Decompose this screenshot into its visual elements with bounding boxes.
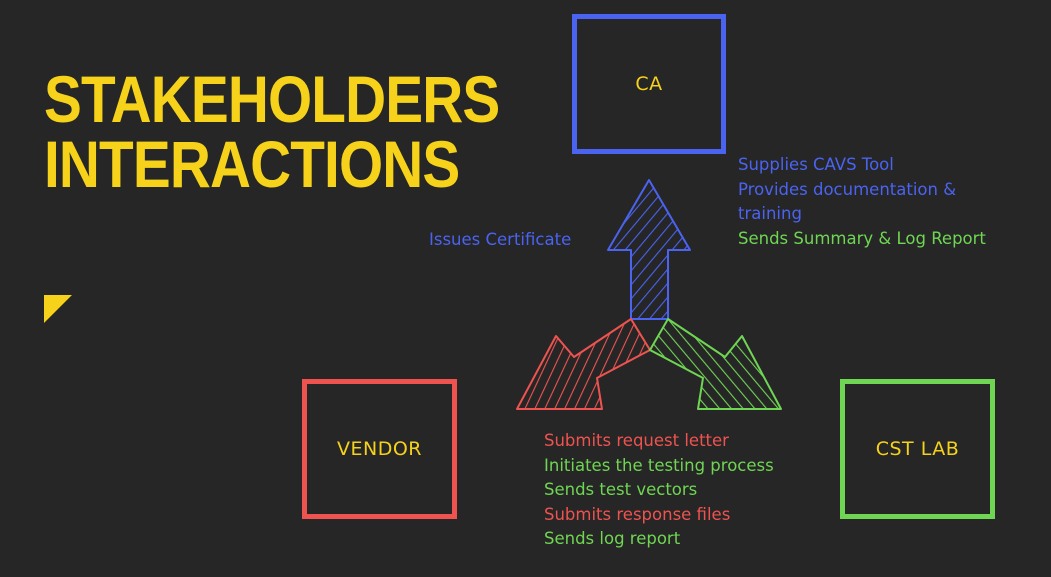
ca-note-line: Supplies CAVS Tool [738,155,894,174]
issues-certificate-note: Issues Certificate [429,230,572,249]
ca-label: CA [635,73,663,95]
ca-box: CA [572,14,726,154]
vendor-box: VENDOR [302,379,457,519]
bottom-note-line: Sends log report [544,529,681,548]
ca-notes: Supplies CAVS Tool Provides documentatio… [738,153,986,251]
ca-note-line: Sends Summary & Log Report [738,228,986,248]
bottom-notes: Submits request letter Initiates the tes… [544,429,774,552]
bottom-note-line: Sends test vectors [544,480,698,499]
arrow-to-ca [607,179,691,320]
bottom-note-line: Submits response files [544,504,731,524]
title-line-2: INTERACTIONS [44,127,460,201]
ca-note-line: Provides documentation & [738,179,957,199]
vendor-label: VENDOR [336,438,422,460]
corner-triangle-icon [44,295,72,323]
arrow-to-vendor [516,318,651,410]
ca-note-line: training [738,204,802,223]
cst-lab-label: CST LAB [875,438,960,460]
cst-lab-box: CST LAB [840,379,995,519]
bottom-note-line: Initiates the testing process [544,455,774,475]
title-line-1: STAKEHOLDERS [44,62,500,136]
arrow-to-lab [649,318,782,410]
bottom-note-line: Submits request letter [544,431,729,450]
